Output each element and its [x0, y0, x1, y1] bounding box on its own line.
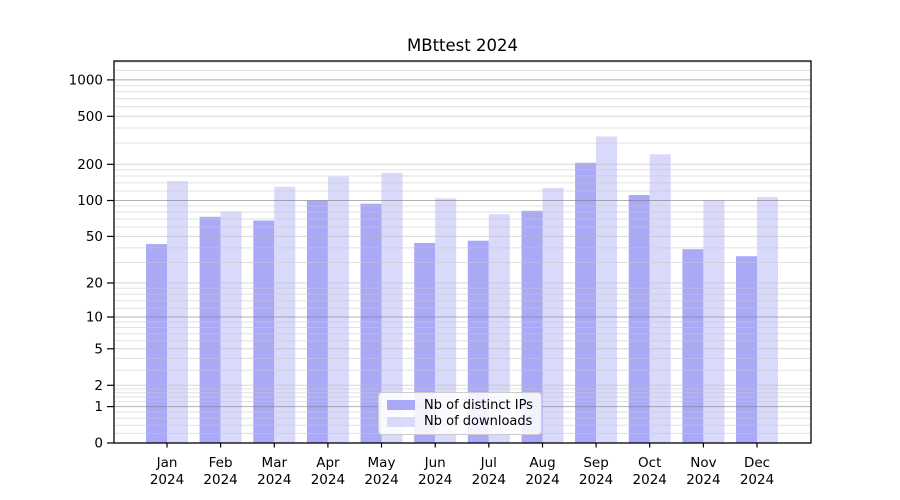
- x-axis-label-month: Jan: [156, 455, 178, 471]
- bar-ips-feb: [199, 216, 221, 443]
- x-axis-label-month: Apr: [316, 455, 340, 471]
- x-axis-label-year: 2024: [364, 472, 398, 488]
- y-axis-tick-label: 0: [94, 436, 103, 452]
- x-axis-label-year: 2024: [740, 472, 774, 488]
- legend-label-ips: Nb of distinct IPs: [424, 397, 533, 413]
- x-axis-label-year: 2024: [633, 472, 667, 488]
- bar-downloads-jun: [435, 198, 457, 443]
- x-axis-label-year: 2024: [525, 472, 559, 488]
- bar-ips-may: [360, 203, 382, 443]
- chart-title: MBttest 2024: [407, 36, 518, 55]
- x-axis-label-month: Aug: [529, 455, 555, 471]
- x-axis-label-year: 2024: [472, 472, 506, 488]
- bar-ips-oct: [628, 195, 650, 443]
- x-axis-label-year: 2024: [579, 472, 613, 488]
- x-axis-label-month: Feb: [209, 455, 233, 471]
- bar-ips-jan: [146, 244, 167, 443]
- bar-downloads-mar: [274, 186, 296, 444]
- x-axis-label-month: Nov: [690, 455, 716, 471]
- legend-item-ips: Nb of distinct IPs: [387, 398, 533, 413]
- x-axis-label-year: 2024: [203, 472, 237, 488]
- bar-downloads-apr: [327, 176, 349, 443]
- y-axis-tick-label: 50: [86, 229, 103, 245]
- x-axis-label-year: 2024: [686, 472, 720, 488]
- x-axis-label-month: Jun: [424, 455, 446, 471]
- legend: Nb of distinct IPs Nb of downloads: [378, 392, 542, 435]
- y-axis-tick-label: 10: [86, 310, 103, 326]
- x-axis-label-month: Jul: [480, 455, 497, 471]
- bar-ips-dec: [736, 256, 757, 443]
- x-axis-label-month: May: [368, 455, 396, 471]
- y-axis-tick-label: 200: [77, 157, 103, 173]
- legend-swatch-ips-icon: [387, 400, 415, 411]
- y-axis-tick-label: 2: [94, 378, 103, 394]
- legend-swatch-downloads-icon: [387, 416, 415, 427]
- bar-downloads-sep: [596, 136, 618, 443]
- legend-label-downloads: Nb of downloads: [424, 414, 533, 430]
- bar-ips-mar: [253, 220, 275, 443]
- y-axis-tick-label: 100: [77, 193, 103, 209]
- x-axis-label-month: Mar: [262, 455, 288, 471]
- y-axis-tick-label: 20: [86, 276, 103, 292]
- y-axis-tick-label: 500: [77, 109, 103, 125]
- x-axis-label-year: 2024: [418, 472, 452, 488]
- legend-item-downloads: Nb of downloads: [387, 414, 533, 429]
- bar-downloads-dec: [757, 197, 778, 443]
- axis-frame: [113, 60, 812, 444]
- x-axis-label-month: Dec: [744, 455, 770, 471]
- y-axis-tick-label: 1: [94, 399, 103, 415]
- bar-ips-sep: [575, 162, 597, 444]
- x-axis-label-year: 2024: [311, 472, 345, 488]
- x-axis-label-month: Sep: [583, 455, 608, 471]
- bar-ips-nov: [682, 249, 704, 443]
- y-axis-tick-label: 5: [94, 341, 103, 357]
- x-axis-label-month: Oct: [638, 455, 661, 471]
- bar-downloads-oct: [649, 154, 671, 444]
- bar-downloads-aug: [542, 188, 564, 443]
- y-axis-tick-label: 1000: [69, 72, 103, 88]
- x-axis-label-year: 2024: [150, 472, 184, 488]
- x-axis-label-year: 2024: [257, 472, 291, 488]
- bar-downloads-jan: [167, 181, 188, 443]
